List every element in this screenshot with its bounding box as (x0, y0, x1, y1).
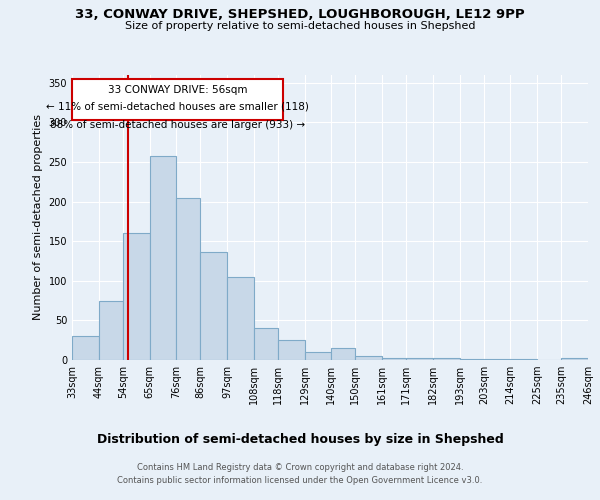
Text: Distribution of semi-detached houses by size in Shepshed: Distribution of semi-detached houses by … (97, 432, 503, 446)
Bar (123, 234, 149, 360)
Text: Contains public sector information licensed under the Open Government Licence v3: Contains public sector information licen… (118, 476, 482, 485)
Text: Size of property relative to semi-detached houses in Shepshed: Size of property relative to semi-detach… (125, 21, 475, 31)
Text: ← 11% of semi-detached houses are smaller (118): ← 11% of semi-detached houses are smalle… (46, 102, 309, 112)
Bar (72, 336, 98, 360)
Bar (406, 358, 433, 360)
Bar (227, 277, 254, 360)
Bar (305, 352, 331, 360)
Text: 33 CONWAY DRIVE: 56sqm: 33 CONWAY DRIVE: 56sqm (107, 84, 247, 94)
Bar (511, 359, 537, 360)
Bar (382, 358, 406, 360)
Y-axis label: Number of semi-detached properties: Number of semi-detached properties (33, 114, 43, 320)
Bar (200, 252, 227, 360)
Bar (331, 348, 355, 360)
Text: Contains HM Land Registry data © Crown copyright and database right 2024.: Contains HM Land Registry data © Crown c… (137, 462, 463, 471)
Bar (278, 340, 305, 360)
Bar (355, 356, 382, 360)
Bar (254, 328, 278, 360)
Bar (176, 198, 200, 360)
Bar (98, 300, 123, 360)
Bar (460, 359, 484, 360)
Bar (433, 358, 460, 360)
Text: 88% of semi-detached houses are larger (933) →: 88% of semi-detached houses are larger (… (50, 120, 305, 130)
Bar (562, 358, 588, 360)
FancyBboxPatch shape (72, 79, 283, 120)
Bar (484, 359, 511, 360)
Text: 33, CONWAY DRIVE, SHEPSHED, LOUGHBOROUGH, LE12 9PP: 33, CONWAY DRIVE, SHEPSHED, LOUGHBOROUGH… (75, 8, 525, 20)
Bar (149, 156, 176, 360)
